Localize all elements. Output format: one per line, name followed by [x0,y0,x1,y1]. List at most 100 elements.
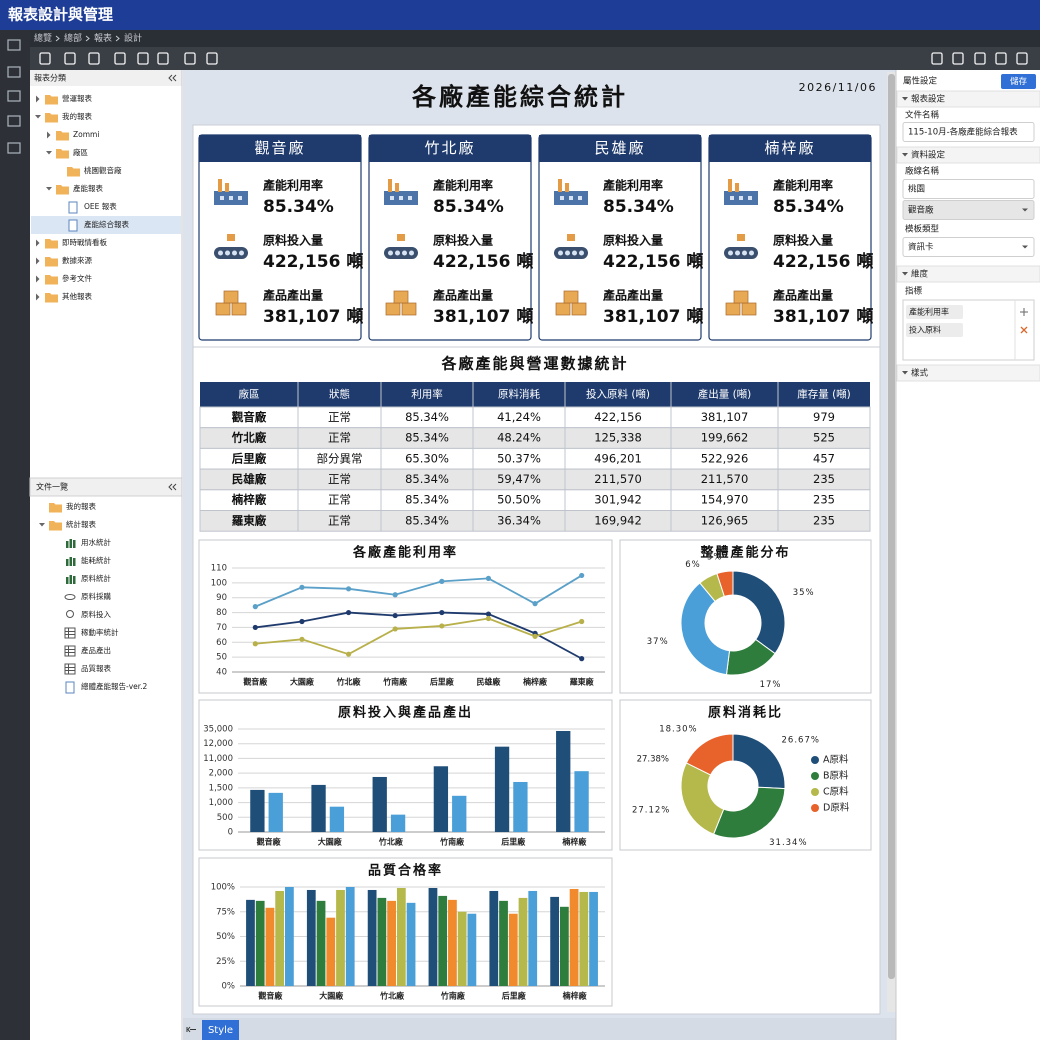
bar-icon [69,557,72,566]
metric-value: 381,107 噸 [773,306,873,327]
table-cell: 85.34% [405,472,449,486]
column-header: 產出量 (噸) [698,388,752,401]
bar [311,784,326,832]
input[interactable] [902,122,1035,142]
metric-label: 產能利用率 [262,178,323,193]
toolbar-button[interactable] [137,52,149,65]
data-label: 5% [707,552,723,562]
file-icon [68,219,78,232]
x-tick-label: 大園廠 [318,837,343,847]
style-tab[interactable] [202,1020,239,1040]
toolbar-button[interactable] [184,52,196,65]
toolbar-button[interactable] [64,52,76,65]
bar [556,730,571,832]
icon [388,250,393,256]
toolbar-button[interactable] [39,52,51,65]
toolbar-button[interactable] [952,52,964,65]
nav-icon[interactable] [7,66,21,78]
card-title: 觀音廠 [254,139,305,157]
folder-icon [45,113,58,123]
nav-icon[interactable] [186,1026,196,1033]
point [252,641,258,647]
folder-icon [56,131,69,141]
nav-icon[interactable] [7,115,21,127]
icon [742,250,747,256]
toolbar-button[interactable] [974,52,986,65]
right-panel [896,70,1040,1040]
point [485,575,492,582]
expand-arrow[interactable] [36,293,40,301]
series-line [254,574,583,608]
expand-arrow[interactable] [36,239,40,247]
toolbar-button[interactable] [88,52,100,65]
toolbar-button[interactable] [995,52,1007,65]
donut-slice [685,733,734,776]
save-button[interactable] [1001,74,1036,89]
nav-icon[interactable] [7,90,21,102]
section-arrow[interactable] [902,97,908,101]
select[interactable] [902,200,1035,220]
metric-label: 原料投入量 [433,233,493,248]
table-cell: 正常 [328,513,351,527]
expand-arrow[interactable] [36,95,40,103]
data-label: 26.67% [782,735,820,745]
card-title: 竹北廠 [424,139,475,157]
table-icon [65,646,75,656]
icon [385,302,401,316]
expand-arrow[interactable] [35,115,41,119]
expand-arrow[interactable] [46,187,52,191]
point [485,615,492,622]
section-arrow[interactable] [902,272,908,276]
toolbar [0,47,1040,70]
dropdown-arrow [1022,245,1028,249]
x-tick-label: 竹北廠 [378,837,404,847]
point [579,618,585,625]
metric-label: 原料投入量 [263,233,323,248]
icon [572,250,577,256]
metric-value: 85.34% [603,197,674,217]
expand-arrow[interactable] [47,131,51,139]
x-tick-label: 竹北廠 [336,677,362,687]
nav-icon[interactable] [7,142,21,154]
toolbar-button[interactable] [1016,52,1028,65]
table-cell: 85.34% [405,410,449,424]
select[interactable] [902,237,1035,257]
expand-arrow[interactable] [46,151,52,155]
metric-value: 422,156 噸 [773,251,873,272]
folder-icon [56,185,69,195]
expand-arrow[interactable] [36,257,40,265]
input[interactable] [902,179,1035,199]
folder-icon [67,167,80,177]
collapse-icon[interactable] [168,74,177,82]
expand-arrow[interactable] [39,523,45,527]
data-label: 27.12% [632,805,670,815]
collapse-icon[interactable] [168,483,177,491]
toolbar-button[interactable] [157,52,169,65]
y-tick-label: 75% [216,907,235,917]
panel-title: 屬性設定 [903,76,938,87]
icon [401,302,417,316]
add-icon[interactable] [1020,308,1028,316]
toolbar-button[interactable] [931,52,943,65]
metric-value: 422,156 噸 [433,251,533,272]
toolbar-button[interactable] [114,52,126,65]
toolbar-button[interactable] [206,52,218,65]
remove-icon[interactable] [1020,326,1028,334]
table-cell: 154,970 [701,493,749,507]
icon [733,290,749,304]
expand-arrow[interactable] [36,275,40,283]
section-arrow[interactable] [902,371,908,375]
column-header: 投入原料 (噸) [586,388,650,401]
table-cell: 525 [813,431,835,445]
bar [559,906,569,986]
table-cell: 竹北廠 [231,431,267,445]
nav-icon[interactable] [7,39,21,51]
x-tick-label: 觀音廠 [258,991,283,1001]
donut-slice [712,786,786,839]
column-header: 廠區 [239,388,260,401]
section-arrow[interactable] [902,153,908,157]
x-tick-label: 楠梓廠 [522,677,548,687]
metric-label: 產品產出量 [602,288,663,303]
scroll-thumb[interactable] [888,74,895,979]
